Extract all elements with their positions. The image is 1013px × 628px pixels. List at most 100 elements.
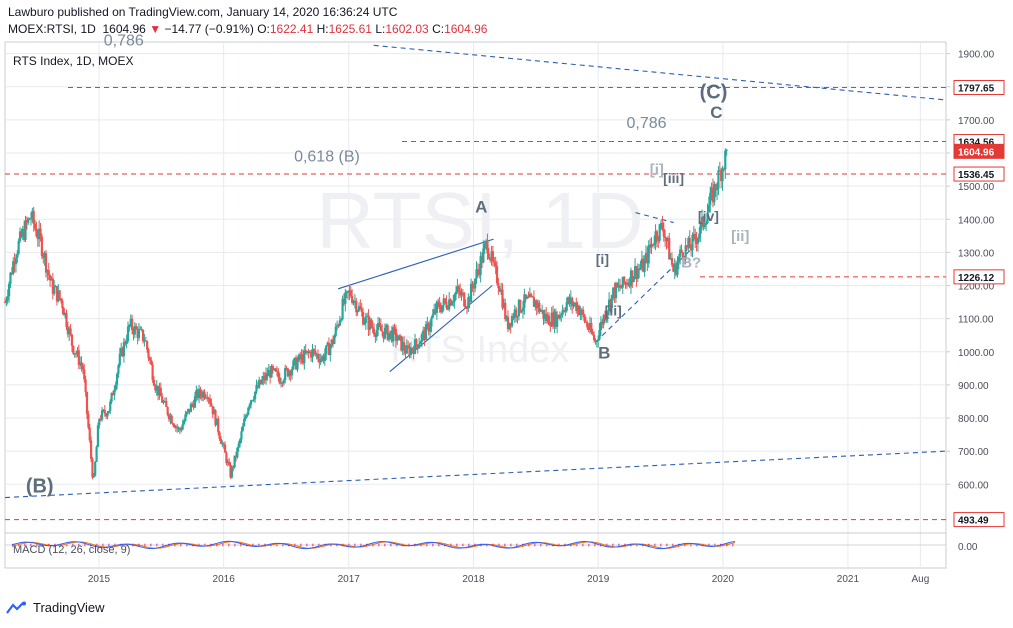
candle-body <box>404 350 407 354</box>
candle-body <box>666 238 669 242</box>
price-tag-label: 1634.56 <box>958 138 995 149</box>
candle-body <box>603 315 607 321</box>
candle-body <box>602 315 605 325</box>
candle-body <box>345 291 348 293</box>
candle-body <box>263 376 266 381</box>
candle-body <box>21 229 24 237</box>
tradingview-brand[interactable]: TradingView <box>6 600 105 615</box>
candle-body <box>669 258 672 260</box>
macd-pane <box>5 540 946 550</box>
candle-body <box>326 342 329 346</box>
candle-body <box>691 235 694 251</box>
candle-body <box>487 253 490 259</box>
candle-body <box>620 287 623 289</box>
candle-body <box>683 259 686 261</box>
candle-body <box>258 379 261 388</box>
candle-body <box>579 312 582 315</box>
candle-body <box>715 188 719 191</box>
candle-body <box>39 228 42 237</box>
candle-body <box>215 418 218 426</box>
candle-body <box>653 243 656 246</box>
candle-body <box>72 345 75 354</box>
candle-body <box>501 289 504 308</box>
candle-body <box>94 461 97 476</box>
candle-body <box>251 400 254 402</box>
candle-body <box>434 309 437 313</box>
candle-body <box>31 210 34 219</box>
x-tick-label: 2016 <box>213 574 236 585</box>
candle-body <box>407 345 410 348</box>
trend-line <box>4 450 947 499</box>
wave-label: [ii] <box>605 302 622 318</box>
candle-body <box>53 286 56 294</box>
candle-body <box>707 205 710 213</box>
candle-body <box>249 400 253 405</box>
wave-label: [i] <box>650 162 664 179</box>
candle-body <box>85 391 89 414</box>
y-tick-label: 900.00 <box>958 381 989 392</box>
time-axis[interactable]: 2015 2016 2017 2018 2019 2020 2021 Aug <box>88 574 929 585</box>
candle-body <box>237 443 240 448</box>
candle-body <box>431 314 434 318</box>
candle-body <box>387 333 391 340</box>
candle-body <box>469 283 473 303</box>
candle-body <box>172 423 175 426</box>
candle-body <box>236 447 239 458</box>
candle-body <box>510 315 514 327</box>
change-value: −14.77 (−0.91%) <box>164 22 254 36</box>
candle-body <box>25 220 28 223</box>
candle-body <box>542 309 545 319</box>
wave-label: (B) <box>26 476 54 498</box>
candle-body <box>368 319 372 330</box>
candle-body <box>471 283 474 288</box>
candle-body <box>33 223 37 229</box>
candle-body <box>430 317 433 327</box>
candle-body <box>605 315 608 321</box>
candle-body <box>476 269 479 271</box>
y-tick-label: 800.00 <box>958 414 989 425</box>
candle-body <box>623 276 626 284</box>
candle-body <box>92 475 95 478</box>
price-chart[interactable]: RTSI, 1D RTS Index 0,786 0,786 0,618 (B) (C… <box>0 0 1013 600</box>
candle-body <box>483 243 486 249</box>
candle-body <box>509 322 512 327</box>
candle-body <box>159 387 162 397</box>
candle-body <box>223 444 227 453</box>
candle-body <box>433 309 436 315</box>
candle-body <box>498 288 501 292</box>
candle-body <box>20 231 23 237</box>
candle-body <box>710 187 713 193</box>
candle-body <box>586 322 589 328</box>
candle-body <box>601 321 604 325</box>
candle-body <box>684 245 687 260</box>
candle-body <box>323 354 326 362</box>
candle-body <box>560 314 563 316</box>
candle-body <box>393 327 396 329</box>
candle-body <box>152 379 156 386</box>
candle-body <box>109 401 112 411</box>
candle-body <box>312 349 315 351</box>
candle-body <box>233 455 236 468</box>
candle-body <box>35 228 38 237</box>
candle-body <box>266 373 269 377</box>
candle-body <box>413 339 417 354</box>
candle-body <box>486 240 489 254</box>
candle-body <box>438 303 441 309</box>
candle-body <box>180 429 183 431</box>
candle-body <box>699 222 702 234</box>
candle-body <box>95 446 98 462</box>
candle-body <box>267 370 270 377</box>
candle-body <box>495 266 499 284</box>
candle-body <box>558 315 561 319</box>
candle-body <box>478 270 481 275</box>
candle-body <box>549 324 552 327</box>
candle-body <box>300 354 303 360</box>
candle-body <box>448 299 451 310</box>
candle-body <box>91 458 94 478</box>
candle-body <box>96 425 100 447</box>
candle-body <box>156 385 160 396</box>
candle-body <box>640 258 644 268</box>
candle-body <box>489 258 492 261</box>
publisher-line: Lawburo published on TradingView.com, Ja… <box>8 5 398 19</box>
